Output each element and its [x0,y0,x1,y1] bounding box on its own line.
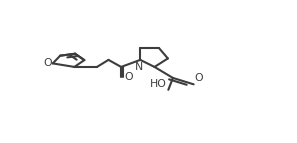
Text: O: O [43,58,52,68]
Text: O: O [195,73,203,83]
Text: HO: HO [150,79,167,89]
Text: N: N [135,61,143,72]
Text: O: O [125,72,133,82]
